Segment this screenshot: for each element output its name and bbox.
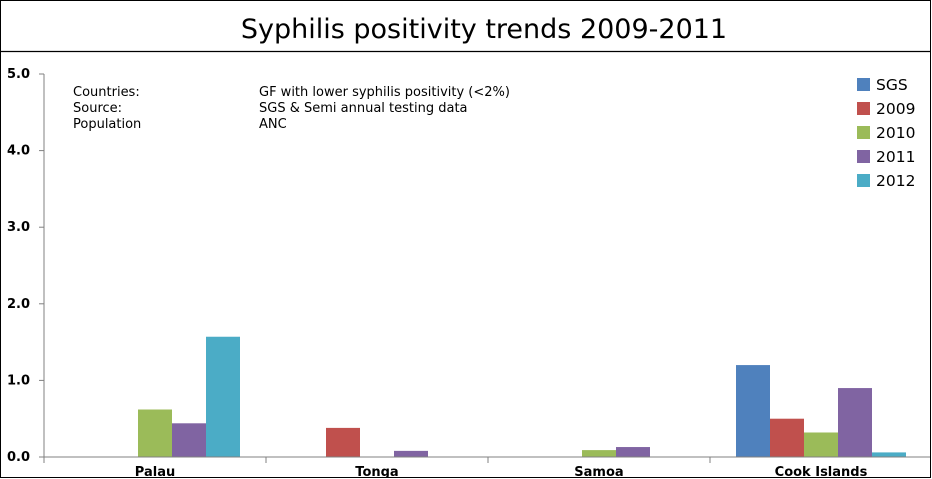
legend: SGS 2009 2010 2011 2012	[857, 76, 915, 190]
annotation-label-population: Population	[73, 117, 141, 132]
bar-samoa-2011	[616, 447, 650, 457]
bar-cook-islands-2009	[770, 418, 804, 457]
bar-cook-islands-2010	[804, 432, 838, 457]
annotation-block: Countries: GF with lower syphilis positi…	[73, 85, 510, 132]
bar-cook-islands-2011	[838, 388, 872, 457]
annotation-value-population: ANC	[259, 117, 287, 132]
x-category-label: Palau	[135, 465, 175, 478]
bar-palau-2011	[172, 423, 206, 457]
bar-palau-2012	[206, 336, 240, 457]
x-category-label: Tonga	[355, 465, 398, 478]
y-tick-label: 0.0	[7, 450, 30, 465]
bar-cook-islands-2012	[872, 452, 906, 457]
legend-label: SGS	[876, 76, 908, 94]
bar-tonga-2011	[394, 450, 428, 457]
legend-swatch	[857, 102, 870, 115]
chart-title: Syphilis positivity trends 2009-2011	[241, 14, 727, 45]
legend-swatch	[857, 126, 870, 139]
annotation-value-source: SGS & Semi annual testing data	[259, 101, 468, 116]
x-category-label: Cook Islands	[775, 465, 868, 478]
legend-swatch	[857, 78, 870, 91]
bar-samoa-2010	[582, 450, 616, 457]
bar-tonga-2009	[326, 427, 360, 457]
legend-label: 2010	[876, 124, 915, 142]
annotation-label-countries: Countries:	[73, 85, 140, 100]
legend-swatch	[857, 174, 870, 187]
y-tick-label: 1.0	[7, 373, 30, 388]
annotation-value-countries: GF with lower syphilis positivity (<2%)	[259, 85, 510, 100]
y-tick-label: 4.0	[7, 144, 30, 159]
x-axis: Palau Tonga Samoa Cook Islands	[43, 456, 930, 478]
bar-palau-2010	[138, 409, 172, 457]
legend-label: 2012	[876, 172, 915, 190]
annotation-label-source: Source:	[73, 101, 122, 116]
legend-label: 2009	[876, 100, 915, 118]
legend-swatch	[857, 150, 870, 163]
y-tick-label: 3.0	[7, 220, 30, 235]
bar-cook-islands-sgs	[736, 365, 770, 457]
x-category-label: Samoa	[574, 465, 623, 478]
y-axis: 0.0 1.0 2.0 3.0 4.0 5.0	[7, 67, 45, 465]
y-tick-label: 2.0	[7, 297, 30, 312]
bars-group	[138, 336, 906, 457]
y-tick-label: 5.0	[7, 67, 30, 82]
legend-label: 2011	[876, 148, 915, 166]
